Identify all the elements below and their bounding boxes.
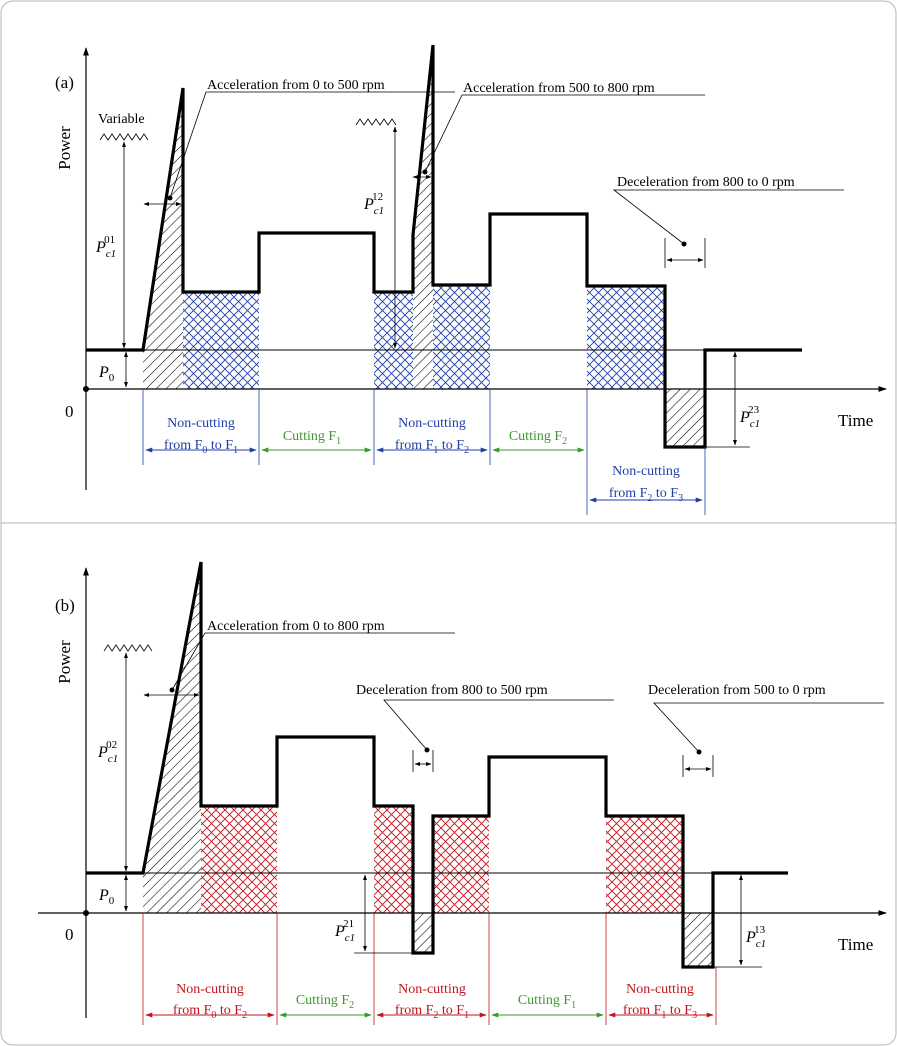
origin-b-label: 0: [65, 925, 74, 944]
pc1-12-label: Pc112: [363, 191, 384, 217]
panel-b-tag: (b): [55, 596, 75, 615]
noncut-area-b1: [201, 806, 277, 913]
seg-a-nc1-line1: Non-cutting: [167, 416, 235, 431]
variable-zigzag-a2: [355, 118, 397, 126]
accel-area-b1: [143, 562, 201, 913]
seg-b-nc3-line1: Non-cutting: [626, 982, 694, 997]
y-axis-b-label: Power: [55, 640, 74, 684]
pc1-02-label: Pc102: [97, 739, 118, 765]
seg-b-nc1-line1: Non-cutting: [176, 982, 244, 997]
x-axis-b-label: Time: [838, 935, 873, 954]
origin-dot-a: [83, 386, 89, 392]
p0-b-label: P0: [98, 887, 115, 907]
dec-a1-text: Deceleration from 800 to 0 rpm: [617, 175, 795, 190]
acc-a1-text: Acceleration from 0 to 500 rpm: [207, 78, 385, 93]
seg-b-c1: Cutting F2: [296, 993, 354, 1011]
seg-a-nc3-line1: Non-cutting: [612, 464, 680, 479]
noncut-area-b2a: [374, 806, 413, 913]
acc-a2-leader: [424, 94, 705, 173]
seg-a-nc1-line2: from F0 to F1: [164, 438, 238, 456]
variable-zigzag-a: [99, 133, 149, 141]
seg-b-nc2-line1: Non-cutting: [398, 982, 466, 997]
pc1-01-label: Pc101: [95, 234, 116, 260]
y-axis-a-label: Power: [55, 126, 74, 170]
dec-b2-text: Deceleration from 500 to 0 rpm: [648, 683, 826, 698]
panel-a: Non-cutting from F0 to F1 Cutting F1 Non…: [55, 44, 887, 515]
dec-b1-leader: [383, 699, 614, 751]
pc1-23-label: Pc123: [739, 404, 760, 430]
p0-a-label: P0: [98, 364, 115, 384]
variable-label: Variable: [98, 112, 145, 127]
x-axis-a-label: Time: [838, 411, 873, 430]
acc-b1-leader: [171, 632, 455, 691]
acc-a1-leader: [169, 91, 455, 199]
origin-dot-b: [83, 910, 89, 916]
noncut-area-a1: [183, 292, 259, 389]
seg-a-c1: Cutting F1: [283, 429, 341, 447]
seg-b-nc3-line2: from F1 to F3: [623, 1003, 697, 1021]
noncut-area-b3: [606, 816, 683, 913]
seg-a-nc2-line2: from F1 to F2: [395, 438, 469, 456]
seg-a-c2: Cutting F2: [509, 429, 567, 447]
decel-area-a1: [665, 389, 705, 447]
panel-b: Non-cutting from F0 to F2 Cutting F2 Non…: [38, 561, 887, 1025]
variable-zigzag-b: [103, 644, 153, 652]
noncut-area-b2b: [433, 816, 489, 913]
seg-b-nc1-line2: from F0 to F2: [173, 1003, 247, 1021]
dec-b1-text: Deceleration from 800 to 500 rpm: [356, 683, 548, 698]
acc-b1-text: Acceleration from 0 to 800 rpm: [207, 619, 385, 634]
dec-b2-leader: [653, 702, 884, 753]
noncut-area-a2b: [433, 285, 490, 389]
seg-a-nc2-line1: Non-cutting: [398, 416, 466, 431]
origin-a-label: 0: [65, 402, 74, 421]
noncut-area-a2a: [374, 292, 413, 389]
dec-a1-leader: [612, 189, 844, 245]
pc1-13-label: Pc113: [745, 924, 766, 950]
acc-a2-text: Acceleration from 500 to 800 rpm: [463, 81, 655, 96]
noncut-area-a3: [587, 286, 665, 389]
decel-area-b2: [683, 913, 713, 967]
power-curve-a: [86, 44, 802, 449]
accel-area-a2: [413, 45, 433, 389]
seg-a-nc3-line2: from F2 to F3: [609, 486, 683, 504]
pc1-21-label: Pc121: [334, 918, 355, 944]
panel-a-tag: (a): [55, 73, 74, 92]
seg-b-nc2-line2: from F2 to F1: [395, 1003, 469, 1021]
seg-b-c2: Cutting F1: [518, 993, 576, 1011]
power-curve-b: [86, 561, 788, 969]
decel-area-b1: [413, 913, 433, 953]
